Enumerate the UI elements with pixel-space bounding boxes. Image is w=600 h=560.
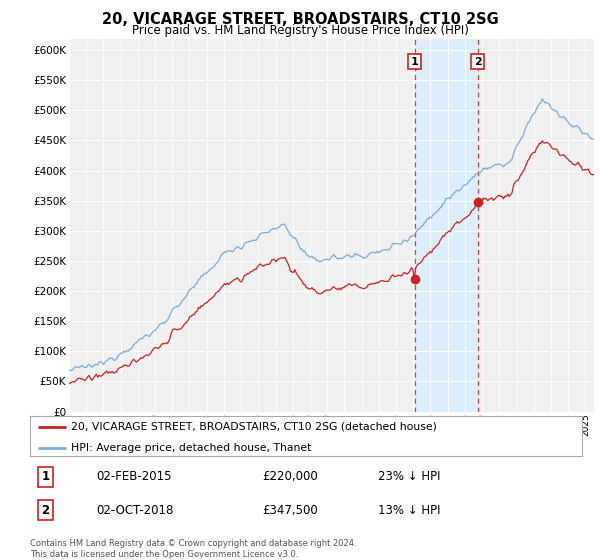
Text: Price paid vs. HM Land Registry's House Price Index (HPI): Price paid vs. HM Land Registry's House … [131, 24, 469, 36]
Text: 20, VICARAGE STREET, BROADSTAIRS, CT10 2SG: 20, VICARAGE STREET, BROADSTAIRS, CT10 2… [101, 12, 499, 27]
Text: Contains HM Land Registry data © Crown copyright and database right 2024.
This d: Contains HM Land Registry data © Crown c… [30, 539, 356, 559]
Text: 1: 1 [41, 470, 50, 483]
Text: £220,000: £220,000 [262, 470, 317, 483]
Text: 02-FEB-2015: 02-FEB-2015 [96, 470, 172, 483]
Text: 02-OCT-2018: 02-OCT-2018 [96, 504, 173, 517]
Text: £347,500: £347,500 [262, 504, 317, 517]
Text: 2: 2 [41, 504, 50, 517]
Text: HPI: Average price, detached house, Thanet: HPI: Average price, detached house, Than… [71, 442, 312, 452]
Text: 1: 1 [411, 57, 419, 67]
Text: 23% ↓ HPI: 23% ↓ HPI [378, 470, 440, 483]
Bar [415, 39, 478, 412]
Text: 20, VICARAGE STREET, BROADSTAIRS, CT10 2SG (detached house): 20, VICARAGE STREET, BROADSTAIRS, CT10 2… [71, 422, 437, 432]
Text: 2: 2 [474, 57, 482, 67]
Text: 13% ↓ HPI: 13% ↓ HPI [378, 504, 440, 517]
